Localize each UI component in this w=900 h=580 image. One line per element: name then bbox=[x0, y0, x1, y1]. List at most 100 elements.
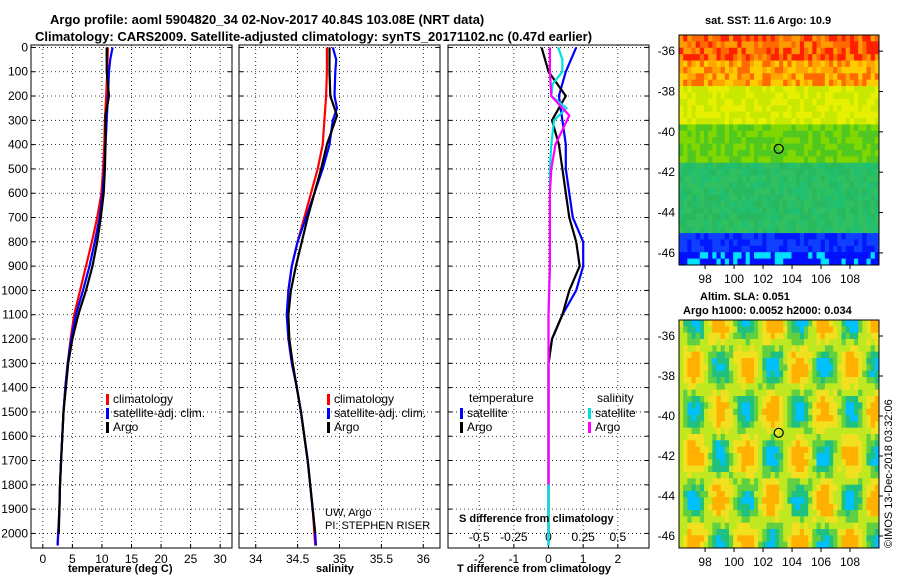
map-cell bbox=[720, 143, 726, 151]
map-cell bbox=[841, 41, 847, 49]
map-cell bbox=[804, 320, 809, 327]
map-cell bbox=[766, 491, 772, 498]
map-cell bbox=[733, 516, 738, 524]
map-cell bbox=[791, 484, 797, 492]
map-cell bbox=[862, 459, 867, 467]
map-cell bbox=[737, 111, 742, 119]
map-cell bbox=[799, 358, 805, 365]
map-cell bbox=[754, 162, 759, 170]
map-cell bbox=[858, 497, 863, 505]
map-cell bbox=[866, 258, 872, 266]
depth-tick-label: 1800 bbox=[1, 478, 28, 492]
map-cell bbox=[854, 124, 859, 132]
map-cell bbox=[733, 415, 738, 422]
map-cell bbox=[808, 162, 813, 170]
map-cell bbox=[870, 156, 876, 164]
map-cell bbox=[833, 79, 838, 87]
map-cell bbox=[724, 220, 730, 228]
map-cell bbox=[804, 156, 809, 164]
map-cell bbox=[845, 233, 851, 240]
map-cell bbox=[824, 181, 830, 189]
map-cell bbox=[799, 213, 805, 221]
map-cell bbox=[774, 484, 780, 492]
map-cell bbox=[758, 541, 763, 549]
map-cell bbox=[858, 491, 863, 498]
map-cell bbox=[862, 213, 867, 221]
map-cell bbox=[862, 421, 867, 429]
map-cell bbox=[766, 201, 772, 208]
map-cell bbox=[804, 175, 809, 183]
map-cell bbox=[724, 453, 730, 460]
map-cell bbox=[749, 188, 755, 196]
map-cell bbox=[762, 98, 767, 106]
map-cell bbox=[770, 54, 776, 61]
map-cell bbox=[704, 332, 709, 340]
map-cell bbox=[704, 383, 709, 391]
map-cell bbox=[795, 408, 801, 416]
map-cell bbox=[829, 529, 834, 536]
map-cell bbox=[683, 220, 688, 228]
map-cell bbox=[745, 220, 751, 228]
map-cell bbox=[683, 252, 688, 260]
map-cell bbox=[679, 66, 684, 74]
map-cell bbox=[866, 402, 872, 410]
map-cell bbox=[758, 358, 763, 365]
map-cell bbox=[695, 220, 701, 228]
sla-map-title-1: Altim. SLA: 0.051 bbox=[700, 291, 790, 303]
map-cell bbox=[866, 175, 872, 183]
map-cell bbox=[766, 541, 772, 549]
map-cell bbox=[812, 213, 817, 221]
map-cell bbox=[849, 402, 855, 410]
map-cell bbox=[783, 459, 788, 467]
map-cell bbox=[812, 111, 817, 119]
map-cell bbox=[729, 111, 734, 119]
map-cell bbox=[799, 320, 805, 327]
map-lon-label: 98 bbox=[698, 272, 712, 286]
map-cell bbox=[862, 220, 867, 228]
map-cell bbox=[845, 529, 851, 536]
map-cell bbox=[833, 421, 838, 429]
map-cell bbox=[691, 522, 697, 530]
map-cell bbox=[854, 484, 859, 492]
map-cell bbox=[820, 194, 826, 202]
map-cell bbox=[808, 226, 813, 234]
map-cell bbox=[820, 535, 826, 543]
map-cell bbox=[808, 465, 813, 473]
map-cell bbox=[691, 510, 697, 517]
map-cell bbox=[874, 415, 880, 422]
map-cell bbox=[699, 478, 705, 486]
map-cell bbox=[724, 35, 730, 42]
map-cell bbox=[733, 332, 738, 340]
x-tick-label-temperature-profile: 15 bbox=[125, 552, 139, 566]
map-cell bbox=[720, 453, 726, 460]
map-cell bbox=[812, 258, 817, 266]
map-cell bbox=[862, 339, 867, 346]
map-cell bbox=[691, 143, 697, 151]
map-cell bbox=[795, 92, 801, 100]
map-cell bbox=[679, 332, 684, 340]
map-cell bbox=[733, 47, 738, 55]
map-cell bbox=[833, 497, 838, 505]
map-cell bbox=[720, 213, 726, 221]
map-cell bbox=[679, 510, 684, 517]
map-cell bbox=[791, 73, 797, 81]
map-cell bbox=[862, 124, 867, 132]
map-cell bbox=[866, 156, 872, 164]
map-cell bbox=[816, 516, 822, 524]
map-cell bbox=[766, 213, 772, 221]
map-cell bbox=[870, 408, 876, 416]
map-cell bbox=[866, 150, 872, 157]
map-cell bbox=[749, 105, 755, 113]
map-cell bbox=[816, 124, 822, 132]
map-cell bbox=[733, 245, 738, 253]
map-cell bbox=[816, 213, 822, 221]
map-cell bbox=[820, 105, 826, 113]
map-cell bbox=[795, 220, 801, 228]
map-cell bbox=[799, 252, 805, 260]
map-cell bbox=[870, 233, 876, 240]
map-cell bbox=[691, 111, 697, 119]
map-cell bbox=[766, 194, 772, 202]
map-cell bbox=[845, 535, 851, 543]
map-cell bbox=[749, 326, 755, 334]
map-cell bbox=[683, 408, 688, 416]
